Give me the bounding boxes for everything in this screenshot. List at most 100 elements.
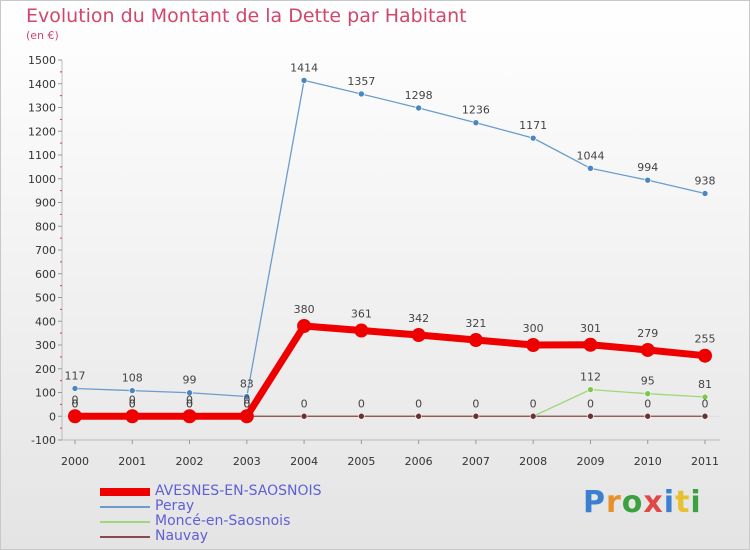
- proxiti-logo: Proxiti: [583, 485, 702, 520]
- series-point-0: [415, 104, 422, 112]
- data-label: 0: [587, 397, 594, 410]
- chart-subtitle: (en €): [26, 29, 59, 42]
- data-label: 0: [186, 393, 193, 406]
- series-point-2: [644, 412, 652, 420]
- x-tick-label: 2003: [233, 455, 261, 468]
- series-point-3: [182, 409, 197, 424]
- series-point-1: [587, 386, 594, 393]
- data-label: 380: [294, 303, 315, 316]
- data-label: 0: [301, 397, 308, 410]
- data-label: 938: [695, 174, 716, 187]
- series-point-3: [698, 348, 712, 363]
- y-tick-label: 1500: [28, 54, 56, 67]
- data-label: 255: [695, 333, 716, 346]
- data-label: 0: [358, 397, 365, 410]
- data-label: 0: [472, 397, 479, 410]
- data-label: 994: [637, 161, 658, 174]
- x-tick-label: 2007: [462, 455, 490, 468]
- series-point-0: [186, 389, 193, 397]
- series-point-0: [587, 165, 594, 172]
- x-tick-label: 2006: [405, 455, 433, 468]
- series-point-2: [701, 412, 709, 420]
- data-label: 83: [240, 378, 254, 391]
- series-point-0: [644, 176, 652, 184]
- chart-title: Evolution du Montant de la Dette par Hab…: [26, 5, 467, 27]
- series-line-3: [71, 322, 709, 420]
- data-label: 1357: [347, 75, 375, 88]
- series-point-2: [587, 412, 594, 420]
- x-tick-label: 2000: [61, 455, 89, 468]
- series-point-0: [71, 385, 79, 392]
- data-label: 1414: [290, 61, 318, 74]
- data-label: 279: [637, 327, 658, 340]
- legend-label: AVESNES-EN-SAOSNOIS: [155, 483, 322, 499]
- legend-label: Moncé-en-Saosnois: [155, 513, 291, 529]
- legend-swatch: [100, 521, 150, 523]
- y-tick-label: 1200: [28, 125, 56, 138]
- y-tick-label: 700: [35, 244, 56, 257]
- series-lines: [68, 77, 712, 424]
- series-point-3: [354, 323, 369, 338]
- series-point-0: [128, 387, 136, 394]
- y-tick-label: -100: [31, 434, 56, 447]
- data-label: 342: [408, 312, 429, 325]
- data-label: 0: [243, 393, 250, 406]
- logo-letter: o: [621, 485, 644, 520]
- series-point-1: [701, 393, 709, 401]
- y-tick-label: 0: [49, 410, 56, 423]
- legend-label: Peray: [155, 498, 195, 514]
- data-label: 0: [186, 397, 193, 410]
- data-label: 108: [122, 372, 143, 385]
- y-tick-label: 300: [35, 339, 56, 352]
- series-point-3: [125, 409, 140, 424]
- data-label: 300: [523, 322, 544, 335]
- y-tick-label: 900: [35, 197, 56, 210]
- data-labels: 117 108 99 83 1414 1357 1298 1236 1171 1044 994 938…: [65, 61, 716, 410]
- series-point-0: [529, 134, 537, 142]
- data-label: 81: [698, 378, 712, 391]
- series-point-2: [300, 412, 308, 420]
- series-point-2: [358, 412, 365, 420]
- legend-swatch: [100, 536, 150, 538]
- data-label: 0: [415, 397, 422, 410]
- series-point-3: [468, 333, 483, 348]
- x-tick-label: 2010: [634, 455, 662, 468]
- data-label: 361: [351, 308, 372, 321]
- data-label: 321: [465, 317, 486, 330]
- x-tick-label: 2011: [691, 455, 719, 468]
- y-tick-label: 500: [35, 292, 56, 305]
- data-label: 0: [243, 397, 250, 410]
- series-point-2: [529, 412, 537, 420]
- legend-swatch: [100, 506, 150, 508]
- x-tick-label: 2002: [176, 455, 204, 468]
- series-point-3: [583, 337, 598, 352]
- logo-letter: i: [663, 485, 676, 520]
- x-tick-label: 2004: [290, 455, 318, 468]
- y-tick-label: 1300: [28, 102, 56, 115]
- data-label: 0: [129, 397, 136, 410]
- series-point-3: [526, 338, 541, 352]
- data-label: 0: [702, 397, 709, 410]
- series-point-3: [297, 319, 312, 333]
- series-point-0: [243, 393, 251, 400]
- data-label: 117: [65, 369, 86, 382]
- data-label: 0: [72, 397, 79, 410]
- series-point-0: [358, 90, 365, 98]
- data-label: 0: [72, 393, 79, 406]
- data-label: 1171: [519, 119, 547, 132]
- data-label: 0: [72, 397, 79, 410]
- series-point-0: [701, 190, 709, 197]
- x-tick-label: 2001: [118, 455, 146, 468]
- data-label: 99: [183, 374, 197, 387]
- data-label: 1236: [462, 104, 490, 117]
- y-tick-label: 800: [35, 220, 56, 233]
- data-label: 1298: [405, 89, 433, 102]
- logo-letter: i: [690, 485, 702, 520]
- y-tick-label: 1100: [28, 149, 56, 162]
- data-label: 0: [243, 397, 250, 410]
- series-point-3: [239, 409, 254, 424]
- legend-swatch: [100, 488, 150, 496]
- x-tick-label: 2008: [519, 455, 547, 468]
- logo-letter: P: [583, 485, 606, 520]
